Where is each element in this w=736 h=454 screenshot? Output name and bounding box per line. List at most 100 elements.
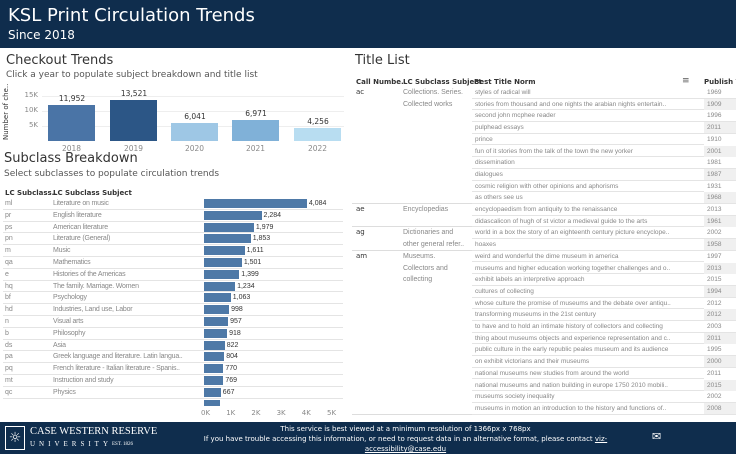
subclass-row[interactable]: bf Psychology 1,063 — [3, 292, 343, 305]
title-text: as others see us — [475, 194, 523, 202]
subclass-value: 1,611 — [246, 247, 264, 255]
subclass-row[interactable]: hd Industries, Land use, Labor 998 — [3, 304, 343, 316]
publish-year: 2002 — [704, 391, 736, 403]
subclass-bar[interactable] — [204, 293, 231, 303]
y-tick-label: 15K — [24, 91, 39, 99]
sort-icon[interactable]: ≡ — [682, 76, 690, 86]
bar-2020[interactable] — [171, 122, 218, 141]
subclass-table: ml Literature on music 4,084 pr English lite… — [3, 198, 343, 406]
subclass-bar[interactable] — [204, 364, 224, 374]
bar-2021[interactable] — [232, 120, 279, 141]
bar-value-label: 13,521 — [120, 89, 148, 99]
title-row[interactable]: styles of radical will 1969 — [472, 87, 736, 99]
subclass-row[interactable]: qa Mathematics 1,501 — [3, 257, 343, 269]
y-tick-label: 5K — [28, 121, 38, 129]
publish-year: 1997 — [704, 250, 736, 262]
subclass-bar[interactable] — [204, 340, 225, 350]
mail-icon[interactable]: ✉ — [652, 430, 662, 443]
subclass-row[interactable]: n Visual arts 957 — [3, 316, 343, 328]
subclass-bar[interactable] — [204, 305, 230, 315]
title-row[interactable]: prince 1910 — [472, 133, 736, 146]
subclass-code: qa — [5, 259, 13, 266]
subclass-row[interactable]: ds Asia 822 — [3, 340, 343, 352]
title-row[interactable]: fun of it stories from the talk of the t… — [472, 145, 736, 158]
subclass-row[interactable]: pr English literature 2,284 — [3, 210, 343, 222]
subclass-bar[interactable] — [204, 352, 225, 362]
title-row[interactable]: museums and higher education working tog… — [472, 262, 736, 275]
subclass-row[interactable]: ml Literature on music 4,084 — [3, 198, 343, 210]
checkout-title: Checkout Trends — [6, 53, 114, 68]
logo-text-university: UNIVERSITY — [30, 440, 112, 448]
publish-year: 1981 — [704, 157, 736, 169]
subclass-row[interactable]: pq French literature - Italian literature… — [3, 363, 343, 375]
publish-year: 2001 — [704, 145, 736, 157]
subclass-bar[interactable] — [204, 234, 251, 244]
title-row[interactable]: whose culture the promise of museums and… — [472, 297, 736, 310]
title-row[interactable]: exhibit labels an interpretive approach 2… — [472, 274, 736, 286]
title-row[interactable]: pulphead essays 2011 — [472, 122, 736, 134]
title-row[interactable]: to have and to hold an intimate history … — [472, 321, 736, 333]
subclass-bar[interactable] — [204, 376, 224, 385]
subclass-bar-partial[interactable] — [204, 399, 221, 406]
title-row[interactable]: encyclopaedism from antiquity to the ren… — [472, 204, 736, 216]
title-row[interactable]: on exhibit victorians and their museums 2… — [472, 356, 736, 368]
subclass-bar[interactable] — [204, 269, 240, 279]
subclass-row[interactable]: e Histories of the Americas 1,399 — [3, 269, 343, 281]
subclass-value: 1,234 — [237, 282, 255, 290]
col-lc-subject: LC Subclass Subject — [403, 78, 482, 86]
bar-2018[interactable] — [48, 105, 95, 141]
bar-2019[interactable] — [110, 100, 157, 141]
header: KSL Print Circulation Trends Since 2018 — [0, 0, 736, 48]
subclass-code: hq — [5, 282, 13, 290]
call-number: ac — [356, 88, 365, 96]
subclass-row[interactable]: m Music 1,611 — [3, 245, 343, 257]
title-row[interactable]: dissemination 1981 — [472, 157, 736, 169]
subclass-bar[interactable] — [204, 210, 262, 220]
subclass-row[interactable]: qc Physics 667 — [3, 387, 343, 399]
subclass-row[interactable]: pa Greek language and literature. Latin l… — [3, 351, 343, 364]
publish-year: 1994 — [704, 285, 736, 297]
bar-2022[interactable] — [294, 128, 341, 141]
title-row[interactable]: weird and wonderful the dime museum in a… — [472, 250, 736, 263]
subclass-row[interactable]: hq The family. Marriage. Women 1,234 — [3, 281, 343, 293]
title-row[interactable]: thing about museums objects and experien… — [472, 332, 736, 345]
title-text: didascalicon of hugh of st victor a medi… — [475, 217, 648, 225]
publish-year: 1909 — [704, 98, 736, 110]
title-row[interactable]: world in a box the story of an eighteent… — [472, 227, 736, 240]
subclass-bar[interactable] — [204, 199, 307, 208]
col-best-title: Best Title Norm — [474, 78, 536, 86]
accessibility-email-link[interactable]: viz-accessibility@case.edu — [364, 435, 608, 453]
title-row[interactable]: national museums and nation building in … — [472, 379, 736, 392]
title-row[interactable]: cosmic religion with other opinions and … — [472, 180, 736, 193]
subclass-bar[interactable] — [204, 281, 236, 291]
bar-value-label: 6,041 — [184, 111, 206, 121]
title-row[interactable]: museums society inequality 2002 — [472, 391, 736, 403]
title-row[interactable]: as others see us 1968 — [472, 192, 736, 204]
title-row[interactable]: stories from thousand and one nights the… — [472, 98, 736, 111]
title-row[interactable]: transforming museums in the 21st century… — [472, 309, 736, 321]
x-tick-label: 3K — [276, 409, 286, 417]
subclass-row[interactable]: b Philosophy 918 — [3, 328, 343, 340]
subclass-bar[interactable] — [204, 328, 228, 338]
title-row[interactable]: museums in motion an introduction to the… — [472, 402, 736, 415]
title-row[interactable]: national museums new studies from around… — [472, 367, 736, 380]
subclass-value: 1,501 — [243, 259, 262, 266]
title-text: whose culture the promise of museums and… — [475, 299, 671, 307]
subclass-bar[interactable] — [204, 246, 245, 256]
subclass-bar[interactable] — [204, 258, 242, 267]
publish-year: 1995 — [704, 344, 736, 356]
title-row[interactable]: dialogues 1987 — [472, 168, 736, 181]
subclass-row[interactable]: pn Literature (General) 1,853 — [3, 233, 343, 246]
subclass-bar[interactable] — [204, 222, 254, 232]
title-row[interactable]: second john mcphee reader 1996 — [472, 110, 736, 123]
title-table[interactable]: ac Collections. Series. Collected works sty… — [352, 87, 736, 419]
title-row[interactable]: didascalicon of hugh of st victor a medi… — [472, 215, 736, 228]
subclass-bar[interactable] — [204, 387, 221, 397]
subclass-value: 998 — [231, 306, 243, 314]
title-row[interactable]: hoaxes 1958 — [472, 239, 736, 251]
title-row[interactable]: public culture in the early republic pea… — [472, 344, 736, 357]
title-row[interactable]: cultures of collecting 1994 — [472, 285, 736, 298]
subclass-row[interactable]: mt Instruction and study 769 — [3, 375, 343, 387]
subclass-row[interactable]: ps American literature 1,979 — [3, 222, 343, 234]
subclass-bar[interactable] — [204, 317, 229, 326]
